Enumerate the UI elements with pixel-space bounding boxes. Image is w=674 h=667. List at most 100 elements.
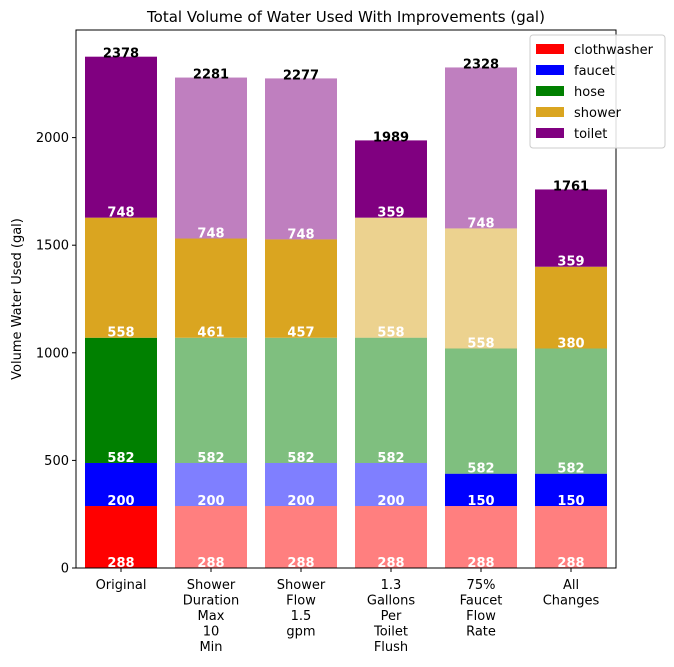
value-label-clothwasher-2: 288	[287, 556, 314, 571]
value-label-faucet-5: 150	[557, 494, 584, 509]
bar-shower-4	[445, 228, 517, 349]
x-tick-label-5: All Changes	[543, 578, 600, 609]
x-tick-label-line: Shower	[277, 578, 326, 593]
bar-clothwasher-3	[355, 506, 427, 568]
x-tick-label-line: 1.5	[291, 609, 312, 624]
x-tick-label-line: All	[563, 578, 579, 593]
value-label-clothwasher-3: 288	[377, 556, 404, 571]
x-tick-label-line: Shower	[187, 578, 236, 593]
value-label-toilet-1: 748	[197, 227, 224, 242]
x-tick-label-line: Original	[96, 578, 147, 593]
bar-toilet-4	[445, 67, 517, 229]
x-tick-label-4: 75% Faucet Flow Rate	[460, 578, 503, 640]
value-label-faucet-1: 200	[197, 494, 224, 509]
value-label-toilet-4: 748	[467, 216, 494, 231]
value-label-hose-5: 582	[557, 462, 584, 477]
bar-faucet-1	[175, 462, 247, 507]
total-label-4: 2328	[463, 57, 499, 72]
value-label-toilet-2: 748	[287, 227, 314, 242]
value-label-shower-2: 457	[287, 326, 314, 341]
x-tick-label-line: Flow	[466, 609, 496, 624]
x-tick-label-2: Shower Flow 1.5 gpm	[277, 578, 326, 640]
bar-hose-1	[175, 337, 247, 463]
y-tick-label-2: 1000	[36, 346, 69, 361]
legend-label-clothwasher: clothwasher	[574, 43, 654, 58]
x-tick-label-0: Original	[96, 578, 147, 593]
bar-faucet-5	[535, 473, 607, 507]
value-label-faucet-0: 200	[107, 494, 134, 509]
chart-title: Total Volume of Water Used With Improvem…	[146, 8, 545, 26]
value-label-toilet-3: 359	[377, 206, 404, 221]
bar-shower-1	[175, 238, 247, 338]
bar-clothwasher-0	[85, 506, 157, 568]
bar-shower-5	[535, 266, 607, 349]
x-tick-label-line: Changes	[543, 594, 600, 609]
x-tick-label-line: 1.3	[381, 578, 402, 593]
y-tick-label-1: 500	[44, 454, 69, 469]
value-label-shower-0: 558	[107, 326, 134, 341]
bar-clothwasher-4	[445, 506, 517, 568]
legend-swatch-clothwasher	[536, 44, 564, 54]
bar-faucet-3	[355, 462, 427, 507]
bar-clothwasher-2	[265, 506, 337, 568]
total-label-2: 2277	[283, 68, 319, 83]
x-tick-label-line: 10	[203, 625, 220, 640]
value-label-shower-3: 558	[377, 326, 404, 341]
value-label-faucet-4: 150	[467, 494, 494, 509]
value-label-shower-4: 558	[467, 336, 494, 351]
legend-label-faucet: faucet	[574, 64, 615, 79]
legend-label-hose: hose	[574, 85, 605, 100]
legend-swatch-shower	[536, 107, 564, 117]
legend: clothwasher faucet hose shower toilet	[529, 34, 666, 149]
x-tick-label-3: 1.3 Gallons Per Toilet Flush	[367, 578, 415, 655]
total-label-1: 2281	[193, 68, 229, 83]
y-tick-label-4: 2000	[36, 131, 69, 146]
x-tick-label-line: Toilet	[373, 625, 408, 640]
x-tick-label-line: Max	[198, 609, 225, 624]
value-label-clothwasher-1: 288	[197, 556, 224, 571]
bar-shower-0	[85, 217, 157, 338]
bar-toilet-2	[265, 78, 337, 240]
bar-faucet-4	[445, 473, 517, 507]
total-label-3: 1989	[373, 130, 409, 145]
bar-faucet-0	[85, 462, 157, 507]
x-tick-label-line: Rate	[466, 625, 496, 640]
legend-swatch-faucet	[536, 65, 564, 75]
bar-shower-2	[265, 239, 337, 338]
value-label-clothwasher-0: 288	[107, 556, 134, 571]
x-tick-label-line: Faucet	[460, 594, 503, 609]
total-label-5: 1761	[553, 179, 589, 194]
x-tick-label-line: Gallons	[367, 594, 415, 609]
bar-clothwasher-5	[535, 506, 607, 568]
bar-hose-0	[85, 337, 157, 463]
x-tick-label-line: Flow	[286, 594, 316, 609]
x-tick-label-line: gpm	[286, 625, 315, 640]
bar-clothwasher-1	[175, 506, 247, 568]
legend-swatch-toilet	[536, 128, 564, 138]
x-tick-label-line: 75%	[467, 578, 496, 593]
value-label-hose-2: 582	[287, 451, 314, 466]
value-label-shower-5: 380	[557, 336, 584, 351]
value-label-hose-1: 582	[197, 451, 224, 466]
value-label-shower-1: 461	[197, 326, 224, 341]
bar-faucet-2	[265, 462, 337, 507]
value-label-faucet-3: 200	[377, 494, 404, 509]
y-axis-label: Volume Water Used (gal)	[10, 218, 25, 380]
total-label-0: 2378	[103, 47, 139, 62]
x-tick-label-line: Min	[199, 640, 222, 655]
x-tick-label-1: Shower Duration Max 10 Min	[183, 578, 239, 655]
bar-hose-2	[265, 337, 337, 463]
y-tick-label-3: 1500	[36, 239, 69, 254]
bar-hose-5	[535, 348, 607, 474]
bar-shower-3	[355, 217, 427, 338]
bar-toilet-0	[85, 56, 157, 218]
value-label-clothwasher-5: 288	[557, 556, 584, 571]
value-label-faucet-2: 200	[287, 494, 314, 509]
bar-hose-3	[355, 337, 427, 463]
value-label-hose-0: 582	[107, 451, 134, 466]
bar-hose-4	[445, 348, 517, 474]
bar-toilet-5	[535, 189, 607, 267]
plot-frame	[75, 29, 617, 569]
